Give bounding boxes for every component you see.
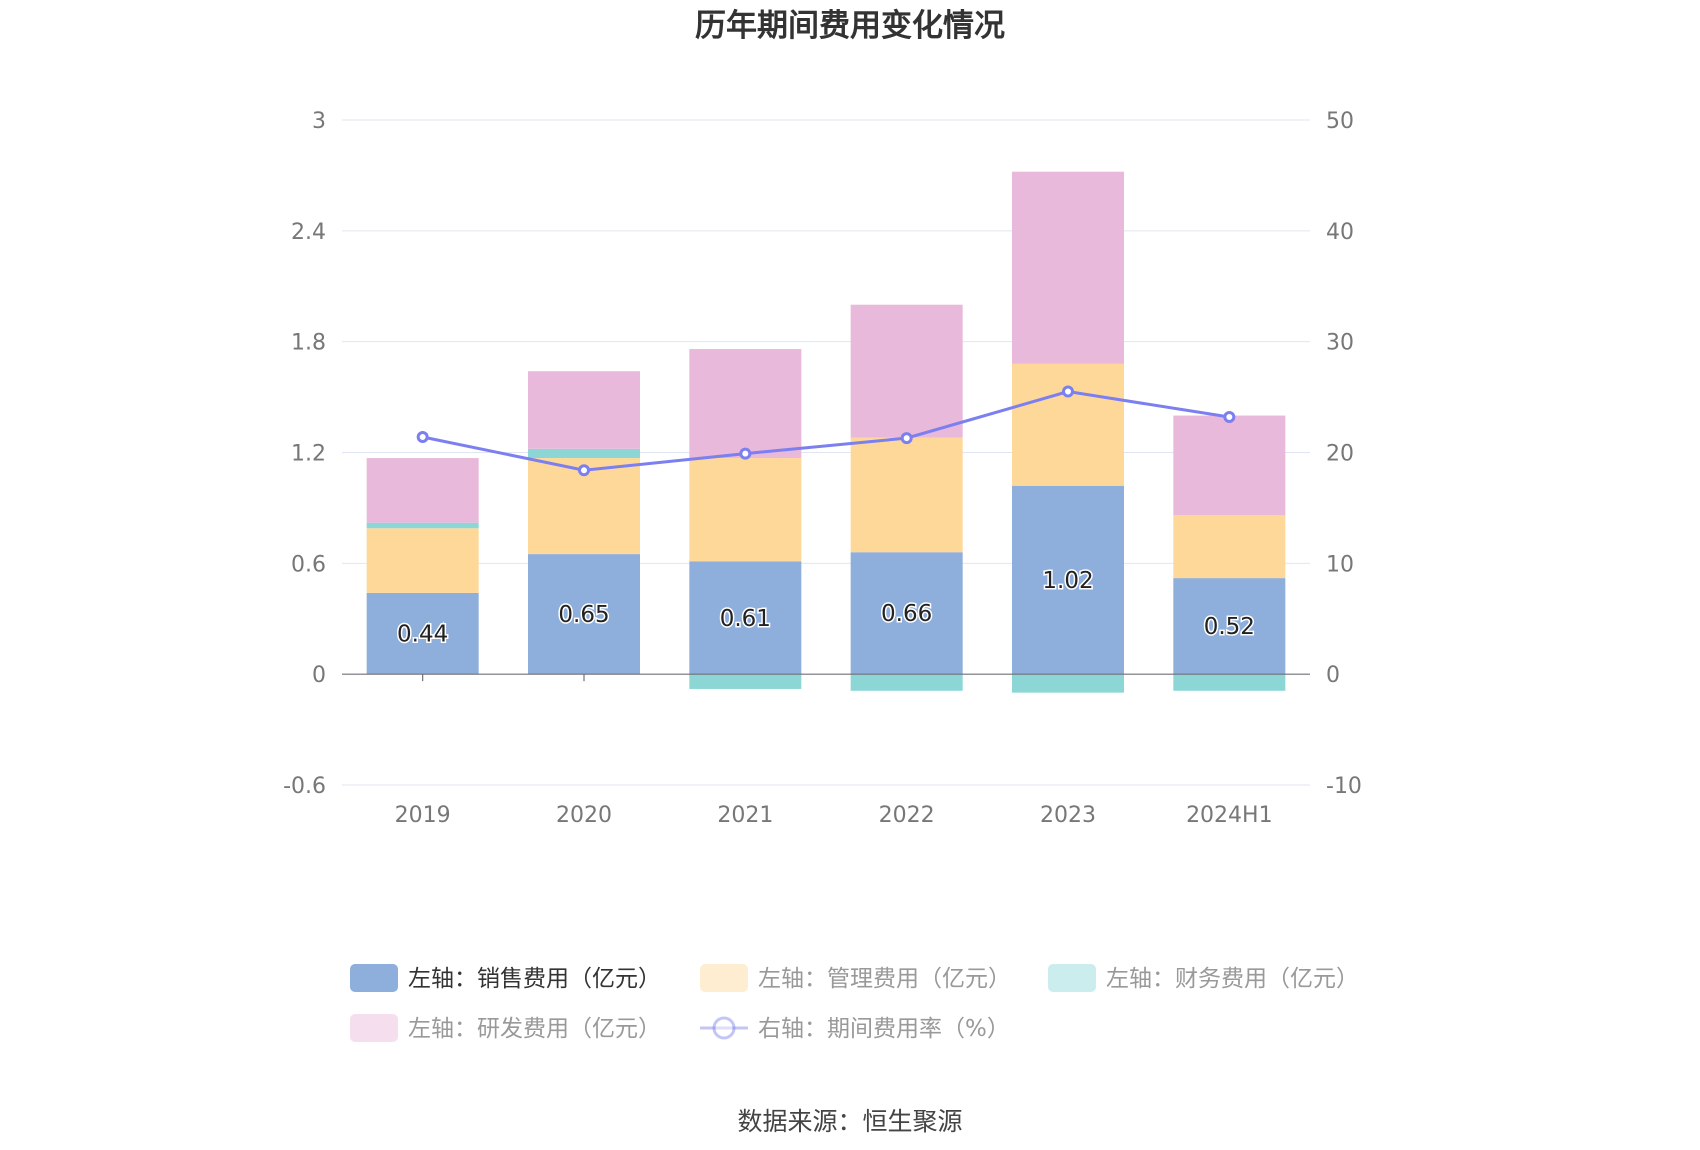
left-tick-label: 0 — [312, 663, 326, 688]
right-tick-label: 50 — [1326, 109, 1354, 134]
bar-segment — [689, 561, 802, 675]
legend-label: 右轴：期间费用率（%） — [758, 1016, 1010, 1042]
bar-segment — [366, 528, 479, 593]
bar-segment — [528, 554, 640, 675]
sales-value-label: 0.65 — [558, 602, 609, 628]
left-tick-label: 0.6 — [291, 552, 326, 577]
bar-series — [366, 171, 1286, 693]
legend: 左轴：销售费用（亿元） 左轴：管理费用（亿元） 左轴：财务费用（亿元） 左轴：研发费用… — [350, 964, 1359, 1042]
category-label: 2023 — [1040, 803, 1096, 828]
rate-point — [578, 464, 590, 477]
legend-point-swatch — [712, 1016, 736, 1040]
sales-value-label: 1.02 — [1042, 568, 1093, 594]
bar-segment — [850, 674, 963, 691]
bar-segment — [1173, 415, 1286, 516]
rate-point — [1223, 411, 1236, 424]
bar-segment — [366, 458, 479, 523]
right-tick-label: 0 — [1326, 663, 1340, 688]
legend-label: 左轴：研发费用（亿元） — [408, 1016, 661, 1042]
bar-segment — [1012, 363, 1124, 486]
left-axis: 3 2.4 1.8 1.2 0.6 0 -0.6 — [283, 109, 326, 799]
legend-swatch — [700, 964, 748, 992]
legend-swatch — [350, 1014, 398, 1042]
rate-point — [900, 432, 913, 445]
right-tick-label: -10 — [1326, 774, 1362, 799]
category-label: 2022 — [879, 803, 935, 828]
bar-segment — [689, 458, 802, 562]
rate-point — [739, 447, 752, 460]
bar-segment — [1173, 515, 1286, 579]
bar-segment — [1012, 674, 1124, 693]
bar-segment — [850, 437, 963, 553]
left-tick-label: 1.2 — [291, 442, 326, 467]
bar-segment — [1012, 485, 1124, 675]
rate-point — [1062, 385, 1074, 398]
category-label: 2021 — [717, 803, 773, 828]
category-label: 2024H1 — [1186, 803, 1273, 828]
chart-title: 历年期间费用变化情况 — [695, 8, 1005, 44]
bar-segment — [1173, 674, 1286, 691]
right-axis: 50 40 30 20 10 0 -10 — [1326, 109, 1362, 799]
sales-value-label: 0.44 — [397, 622, 448, 648]
bar-segment — [850, 304, 963, 438]
left-tick-label: -0.6 — [283, 774, 326, 799]
right-tick-label: 20 — [1326, 442, 1354, 467]
bar-segment — [366, 592, 479, 675]
legend-swatch — [1048, 964, 1096, 992]
sales-value-label: 0.52 — [1204, 614, 1255, 640]
data-labels: 0.44 0.65 0.61 0.66 1.02 0.52 — [396, 566, 1257, 649]
sales-value-label: 0.66 — [881, 601, 932, 627]
right-tick-label: 30 — [1326, 331, 1354, 356]
bar-segment — [1173, 578, 1286, 675]
bar-segment — [1012, 171, 1124, 364]
bar-segment — [528, 448, 640, 459]
left-tick-label: 1.8 — [291, 331, 326, 356]
right-tick-label: 40 — [1326, 220, 1354, 245]
legend-swatch — [350, 964, 398, 992]
category-label: 2020 — [556, 803, 612, 828]
legend-label: 左轴：财务费用（亿元） — [1106, 966, 1359, 992]
x-axis: 2019 2020 2021 2022 2023 2024H1 — [342, 673, 1310, 828]
left-tick-label: 3 — [312, 109, 326, 134]
legend-label: 左轴：管理费用（亿元） — [758, 966, 1011, 992]
category-label: 2019 — [395, 803, 451, 828]
bar-segment — [689, 349, 802, 459]
expense-rate-line — [416, 385, 1236, 477]
sales-value-label: 0.61 — [720, 606, 771, 632]
rate-point — [416, 430, 429, 443]
bar-segment — [366, 522, 479, 529]
bar-segment — [850, 552, 963, 675]
legend-label: 左轴：销售费用（亿元） — [408, 966, 661, 992]
grid-lines — [342, 119, 1310, 786]
bar-segment — [689, 674, 802, 689]
right-tick-label: 10 — [1326, 552, 1354, 577]
left-tick-label: 2.4 — [291, 220, 326, 245]
bar-segment — [528, 371, 640, 449]
rate-line — [422, 390, 1230, 472]
data-source: 数据来源：恒生聚源 — [737, 1107, 962, 1136]
